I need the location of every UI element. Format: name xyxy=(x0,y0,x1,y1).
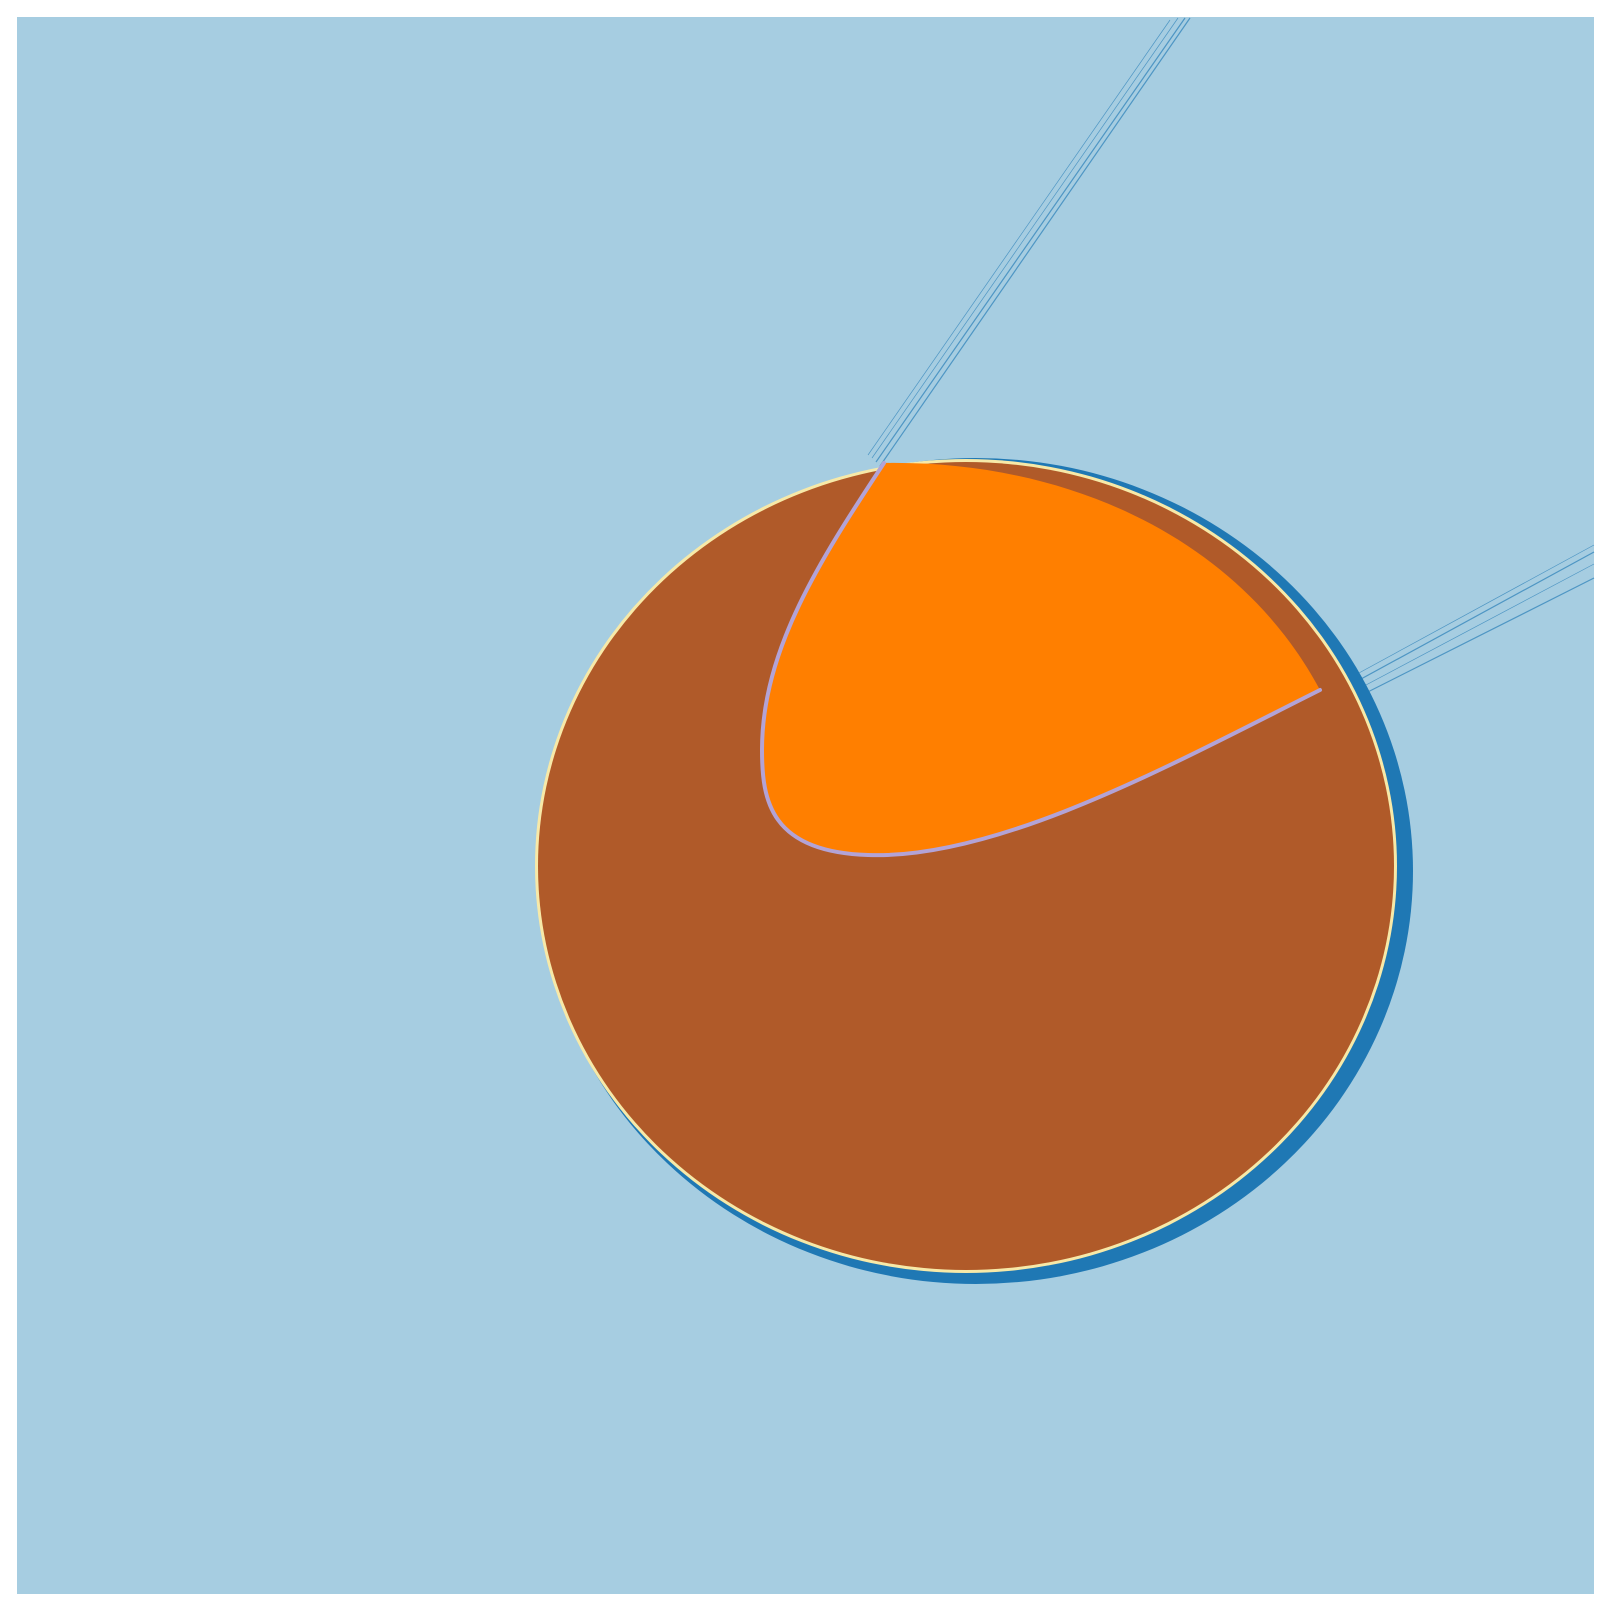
ray-group-top xyxy=(867,17,1191,467)
ray-line xyxy=(1335,577,1595,709)
ray-line xyxy=(867,19,1171,456)
inner-wedge xyxy=(762,462,1320,856)
ray-line xyxy=(875,17,1186,463)
ray-line xyxy=(1327,551,1595,698)
ray-line xyxy=(879,17,1191,467)
ray-line xyxy=(871,17,1179,459)
ray-group-right xyxy=(1323,544,1595,709)
seam-bottom xyxy=(866,688,1322,858)
ray-line xyxy=(1331,563,1595,704)
seam-left xyxy=(759,461,886,857)
ray-line xyxy=(1323,544,1595,693)
